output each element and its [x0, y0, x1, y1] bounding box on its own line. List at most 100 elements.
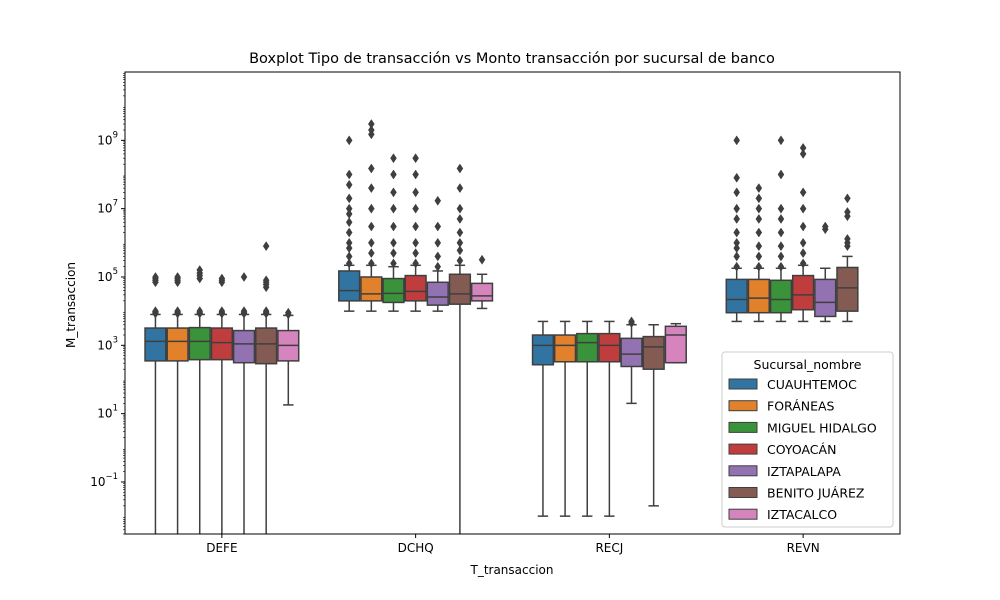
- outlier-point: [799, 187, 807, 198]
- outlier-point: [799, 248, 807, 259]
- legend-swatch: [728, 487, 758, 498]
- y-tick-label: 103: [97, 335, 118, 352]
- outlier-point: [174, 306, 181, 317]
- outlier-point: [755, 261, 763, 272]
- x-tick-label: REVN: [787, 541, 820, 555]
- outlier-point: [434, 221, 442, 232]
- box: [470, 282, 494, 302]
- outlier-point: [152, 272, 159, 282]
- legend-item: FORÁNEAS: [767, 399, 835, 414]
- box: [382, 277, 405, 304]
- outlier-point: [390, 248, 397, 259]
- y-tick-label: 10−1: [90, 472, 118, 489]
- box: [448, 273, 472, 305]
- outlier-point: [345, 203, 353, 214]
- outlier-point: [733, 172, 740, 183]
- legend-item: IZTAPALAPA: [767, 464, 841, 479]
- outlier-point: [368, 221, 375, 232]
- box: [553, 334, 577, 363]
- outlier-point: [368, 203, 375, 214]
- legend-swatch: [728, 443, 758, 455]
- outlier-point: [755, 193, 763, 204]
- x-tick-label: DEFE: [206, 541, 237, 555]
- outlier-point: [755, 213, 763, 224]
- outlier-point: [262, 306, 270, 317]
- outlier-point: [412, 203, 419, 214]
- outlier-point: [218, 273, 226, 284]
- box: [620, 337, 643, 368]
- outlier-point: [240, 306, 248, 317]
- box: [836, 266, 859, 312]
- box: [360, 276, 383, 302]
- legend-item: IZTACALCO: [767, 507, 837, 522]
- outlier-point: [412, 258, 419, 269]
- box: [404, 274, 427, 302]
- outlier-point: [196, 306, 204, 317]
- outlier-point: [368, 237, 375, 248]
- box: [232, 329, 256, 364]
- outlier-point: [368, 258, 375, 269]
- outlier-point: [755, 203, 763, 214]
- outlier-point: [733, 213, 740, 224]
- outlier-point: [345, 243, 353, 254]
- outlier-point: [390, 203, 397, 214]
- legend-frame: [721, 351, 894, 528]
- x-tick-label: DCHQ: [398, 541, 434, 555]
- outlier-point: [733, 251, 740, 262]
- outlier-point: [412, 237, 419, 248]
- box: [814, 278, 837, 318]
- legend-swatch: [728, 508, 758, 520]
- outlier-point: [240, 272, 248, 282]
- x-axis-label: T_transaccion: [469, 563, 553, 577]
- outlier-point: [777, 203, 785, 214]
- outlier-point: [733, 261, 740, 272]
- outlier-point: [733, 237, 740, 248]
- y-tick-label: 105: [97, 267, 118, 284]
- legend-swatch: [728, 378, 758, 390]
- legend-swatch: [728, 400, 758, 412]
- outlier-point: [844, 233, 851, 244]
- outlier-point: [368, 119, 375, 129]
- outlier-point: [755, 227, 763, 238]
- outlier-point: [345, 251, 353, 262]
- box: [531, 334, 555, 366]
- outlier-point: [345, 135, 353, 146]
- outlier-point: [844, 193, 851, 204]
- outlier-point: [412, 169, 419, 180]
- outlier-point: [733, 243, 740, 254]
- outlier-point: [799, 221, 807, 232]
- outlier-point: [345, 258, 353, 269]
- outlier-point: [777, 169, 785, 180]
- outlier-point: [390, 221, 397, 232]
- outlier-point: [152, 306, 159, 317]
- y-tick-label: 109: [97, 130, 118, 147]
- chart-title: Boxplot Tipo de transacción vs Monto tra…: [249, 51, 775, 67]
- legend-swatch: [728, 421, 758, 433]
- outlier-point: [777, 241, 785, 252]
- plot-area: [144, 119, 859, 534]
- outlier-point: [345, 227, 353, 238]
- outlier-point: [456, 255, 464, 266]
- outlier-point: [345, 208, 353, 219]
- outlier-point: [196, 265, 204, 275]
- outlier-point: [456, 245, 464, 256]
- outlier-point: [755, 183, 763, 194]
- legend: Sucursal_nombre CUAUHTEMOC FORÁNEAS MIGUEL …: [721, 351, 894, 528]
- x-tick-label: RECJ: [595, 541, 623, 555]
- outlier-point: [390, 169, 397, 180]
- box: [769, 279, 793, 314]
- outlier-point: [844, 207, 851, 217]
- outlier-point: [799, 237, 807, 248]
- legend-title: Sucursal_nombre: [754, 357, 862, 372]
- outlier-point: [285, 307, 292, 318]
- outlier-point: [390, 187, 397, 198]
- outlier-point: [799, 258, 807, 269]
- box: [144, 327, 167, 362]
- box: [255, 327, 278, 365]
- outlier-point: [777, 213, 785, 224]
- outlier-point: [368, 163, 375, 174]
- outlier-point: [262, 241, 270, 252]
- y-axis-label: M_transaccion: [64, 262, 78, 348]
- outlier-point: [777, 135, 785, 146]
